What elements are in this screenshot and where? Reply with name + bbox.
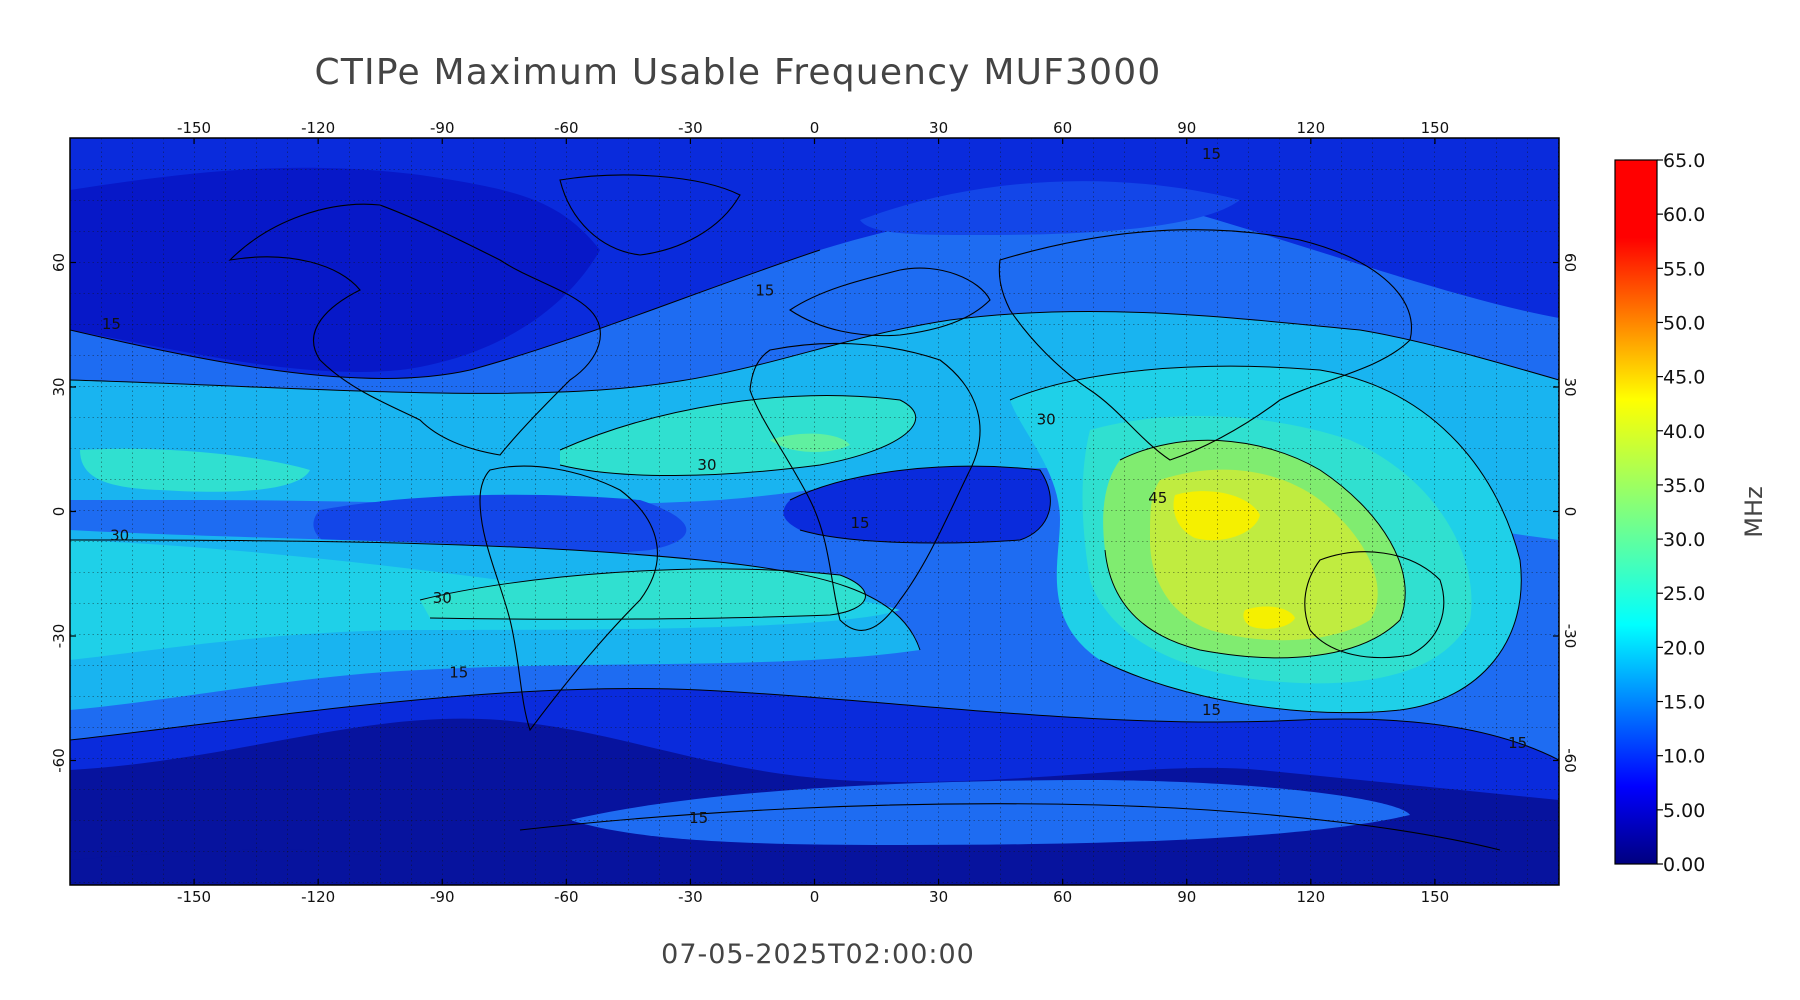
- lat-tick-right: 60: [1561, 253, 1579, 272]
- latitude-ticks-left: 60 30 0 -30 -60: [50, 253, 68, 773]
- contour-value-label: 15: [1202, 701, 1221, 719]
- graticule-grid: [70, 138, 1559, 885]
- lat-tick-left: 0: [50, 507, 68, 517]
- lon-tick-bottom: -30: [678, 888, 703, 906]
- lon-tick-top: -120: [301, 119, 335, 137]
- colorbar-tick-label: 55.0: [1663, 258, 1705, 280]
- lon-tick-bottom: 120: [1297, 888, 1326, 906]
- contour-value-label: 30: [110, 527, 129, 545]
- lat-tick-left: -30: [50, 624, 68, 649]
- lat-tick-left: -60: [50, 748, 68, 773]
- colorbar-tick-label: 0.00: [1663, 854, 1705, 876]
- contour-value-label: 30: [697, 456, 716, 474]
- colorbar-tick-label: 50.0: [1663, 312, 1705, 334]
- longitude-ticks-top: -150 -120 -90 -60 -30 0 30 60 90 120 150: [177, 119, 1449, 137]
- colorbar-unit-label: MHz: [1740, 486, 1768, 537]
- colorbar-ticks: 0.00 5.00 10.0 15.0 20.0 25.0 30.0 35.0 40.0 45.0…: [1657, 150, 1705, 876]
- contour-value-label: 15: [1508, 734, 1527, 752]
- colorbar-tick-label: 20.0: [1663, 637, 1705, 659]
- contour-value-label: 30: [1037, 410, 1056, 428]
- lat-tick-right: -30: [1561, 624, 1579, 649]
- lon-tick-top: -60: [554, 119, 579, 137]
- lon-tick-top: 150: [1421, 119, 1450, 137]
- colorbar-tick-label: 60.0: [1663, 204, 1705, 226]
- lon-tick-bottom: -150: [177, 888, 211, 906]
- colorbar-tick-label: 45.0: [1663, 367, 1705, 389]
- contour-labels: 15 15 15 30 30 45 15 30 30 15 15 15 15: [102, 145, 1527, 827]
- colorbar-tick-label: 5.00: [1663, 800, 1705, 822]
- lon-tick-top: -90: [430, 119, 455, 137]
- lon-tick-bottom: 90: [1177, 888, 1196, 906]
- lon-tick-top: 60: [1053, 119, 1072, 137]
- lon-tick-bottom: -90: [430, 888, 455, 906]
- contour-value-label: 15: [1202, 145, 1221, 163]
- lon-tick-top: -30: [678, 119, 703, 137]
- map-timestamp: 07-05-2025T02:00:00: [661, 939, 975, 970]
- lon-tick-bottom: 0: [810, 888, 820, 906]
- lat-tick-left: 60: [50, 253, 68, 272]
- colorbar-tick-label: 35.0: [1663, 475, 1705, 497]
- contour-value-label: 15: [102, 315, 121, 333]
- lon-tick-bottom: -60: [554, 888, 579, 906]
- colorbar-gradient: [1614, 159, 1658, 865]
- colorbar-tick-label: 65.0: [1663, 150, 1705, 172]
- contour-value-label: 15: [449, 664, 468, 682]
- lon-tick-bottom: 150: [1421, 888, 1450, 906]
- map-title: CTIPe Maximum Usable Frequency MUF3000: [315, 52, 1162, 93]
- colorbar-tick-label: 40.0: [1663, 421, 1705, 443]
- colorbar-tick-label: 15.0: [1663, 692, 1705, 714]
- lat-tick-right: -60: [1561, 748, 1579, 773]
- longitude-ticks-bottom: -150 -120 -90 -60 -30 0 30 60 90 120 150: [177, 888, 1449, 906]
- contour-value-label: 30: [433, 589, 452, 607]
- contour-value-label: 15: [689, 809, 708, 827]
- lon-tick-top: 0: [810, 119, 820, 137]
- colorbar: 0.00 5.00 10.0 15.0 20.0 25.0 30.0 35.0 40.0 45.0…: [1614, 150, 1768, 876]
- lon-tick-top: 90: [1177, 119, 1196, 137]
- frame-ticks: [70, 138, 1559, 885]
- map-plot-area: 15 15 15 30 30 45 15 30 30 15 15 15 15: [70, 138, 1559, 885]
- lon-tick-top: 30: [929, 119, 948, 137]
- lon-tick-top: -150: [177, 119, 211, 137]
- lon-tick-bottom: 30: [929, 888, 948, 906]
- lat-tick-right: 0: [1561, 507, 1579, 517]
- lon-tick-top: 120: [1297, 119, 1326, 137]
- colorbar-tick-label: 30.0: [1663, 529, 1705, 551]
- lon-tick-bottom: 60: [1053, 888, 1072, 906]
- lat-tick-left: 30: [50, 377, 68, 396]
- latitude-ticks-right: 60 30 0 -30 -60: [1561, 253, 1579, 773]
- lat-tick-right: 30: [1561, 377, 1579, 396]
- lon-tick-bottom: -120: [301, 888, 335, 906]
- contour-value-label: 15: [850, 514, 869, 532]
- contour-value-label: 15: [755, 282, 774, 300]
- colorbar-tick-label: 25.0: [1663, 583, 1705, 605]
- colorbar-tick-label: 10.0: [1663, 746, 1705, 768]
- contour-value-label: 45: [1148, 489, 1167, 507]
